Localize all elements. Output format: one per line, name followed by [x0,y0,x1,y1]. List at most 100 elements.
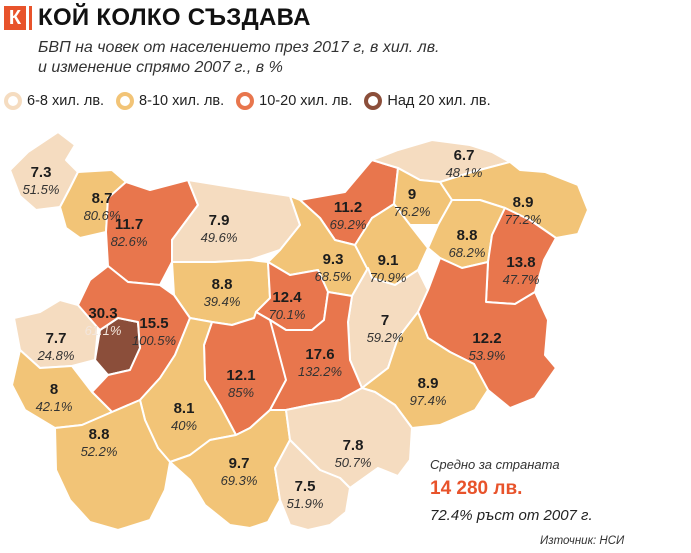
region-gdp-value: 9.3 [322,251,344,268]
legend-label: 8-10 хил. лв. [139,93,225,109]
region-gdp-value: 8.1 [173,400,195,417]
region-change-percent: 51.5% [22,182,60,197]
region-label: 9 76.2% [376,186,448,220]
legend-item-10-20: 10-20 хил. лв. [236,92,352,110]
region-label: 13.8 47.7% [485,254,557,288]
region-gdp-value: 8 [49,381,59,398]
region-label: 12.4 70.1% [251,289,323,323]
region-gdp-value: 15.5 [139,315,169,332]
region-gdp-value: 7.9 [208,212,230,229]
region-label: 9.1 70.9% [352,252,424,286]
legend-ring-icon [236,92,255,110]
region-change-percent: 132.2% [297,364,343,379]
national-average-label: Средно за страната [430,457,560,472]
region-gdp-value: 11.7 [114,216,144,233]
region-label: 12.1 85% [205,367,277,401]
region-change-percent: 70.9% [369,270,407,285]
region-gdp-value: 11.2 [333,199,363,216]
region-change-percent: 85% [227,385,255,400]
legend-ring-icon [4,92,22,110]
region-gdp-value: 8.9 [512,194,534,211]
region-gdp-value: 12.4 [272,289,302,306]
region-change-percent: 50.7% [334,455,372,470]
region-label: 12.2 53.9% [451,330,523,364]
region-change-percent: 42.1% [35,399,73,414]
region-gdp-value: 9.7 [228,455,250,472]
region-change-percent: 97.4% [409,393,447,408]
region-gdp-value: 7.5 [294,478,316,495]
region-change-percent: 76.2% [393,204,431,219]
region-label: 15.5 100.5% [118,315,190,349]
logo-divider [29,6,32,30]
region-label: 8.9 97.4% [392,375,464,409]
region-change-percent: 100.5% [131,333,177,348]
region-gdp-value: 17.6 [305,346,335,363]
region-change-percent: 53.9% [468,348,506,363]
legend-label: 6-8 хил. лв. [27,93,105,109]
legend-item-8-10: 8-10 хил. лв. [116,92,224,110]
region-label: 17.6 132.2% [284,346,356,380]
region-change-percent: 77.2% [504,212,542,227]
region-gdp-value: 7.8 [342,437,364,454]
region-label: 8 42.1% [18,381,90,415]
subtitle: БВП на човек от населението през 2017 г,… [38,38,439,78]
region-gdp-value: 6.7 [453,147,475,164]
region-gdp-value: 8.8 [88,426,110,443]
region-label: 7.8 50.7% [317,437,389,471]
region-label: 9.3 68.5% [297,251,369,285]
region-change-percent: 59.2% [366,330,404,345]
subtitle-line-2: и изменение спрямо 2007 г., в % [38,59,283,76]
region-gdp-value: 13.8 [506,254,536,271]
region-gdp-value: 7.7 [45,330,67,347]
region-gdp-value: 30.3 [88,305,118,322]
region-label: 7.5 51.9% [269,478,341,512]
region-change-percent: 40% [170,418,198,433]
region-gdp-value: 8.7 [91,190,113,207]
region-gdp-value: 9 [407,186,417,203]
legend-ring-icon [364,92,383,110]
region-label: 11.2 69.2% [312,199,384,233]
region-gdp-value: 12.2 [472,330,502,347]
region-change-percent: 82.6% [110,234,148,249]
region-label: 7 59.2% [349,312,421,346]
legend-item-over-20: Над 20 хил. лв. [364,92,491,110]
region-change-percent: 68.5% [314,269,352,284]
region-label: 8.8 68.2% [431,227,503,261]
region-change-percent: 39.4% [203,294,241,309]
region-change-percent: 52.2% [80,444,118,459]
region-change-percent: 70.1% [268,307,306,322]
region-label: 9.7 69.3% [203,455,275,489]
region-area [169,409,291,529]
region-gdp-value: 8.8 [456,227,478,244]
national-average-value: 14 280 лв. [430,478,523,499]
region-gdp-value: 9.1 [377,252,399,269]
region-label: 7.9 49.6% [183,212,255,246]
region-label: 8.1 40% [148,400,220,434]
subtitle-line-1: БВП на човек от населението през 2017 г,… [38,39,440,56]
region-change-percent: 47.7% [502,272,540,287]
region-area [54,399,171,531]
region-change-percent: 61.1% [84,323,122,338]
legend-item-6-8: 6-8 хил. лв. [4,92,104,110]
region-label: 8.8 52.2% [63,426,135,460]
national-average-growth: 72.4% ръст от 2007 г. [430,507,593,524]
region-gdp-value: 12.1 [226,367,256,384]
region-label: 7.3 51.5% [5,164,77,198]
region-change-percent: 48.1% [445,165,483,180]
region-label: 6.7 48.1% [428,147,500,181]
headline: КОЙ КОЛКО СЪЗДАВА [38,4,311,31]
legend-label: 10-20 хил. лв. [259,93,353,109]
region-label: 8.8 39.4% [186,276,258,310]
legend-label: Над 20 хил. лв. [387,93,491,109]
region-label: 11.7 82.6% [93,216,165,250]
region-area [274,439,351,531]
region-change-percent: 68.2% [448,245,486,260]
bulgaria-region-map [9,131,589,531]
region-change-percent: 24.8% [37,348,75,363]
region-change-percent: 69.2% [329,217,367,232]
source-note: Източник: НСИ [540,535,625,547]
region-label: 8.7 80.6% [66,190,138,224]
region-gdp-value: 8.8 [211,276,233,293]
logo: К [4,6,26,30]
region-gdp-value: 8.9 [417,375,439,392]
